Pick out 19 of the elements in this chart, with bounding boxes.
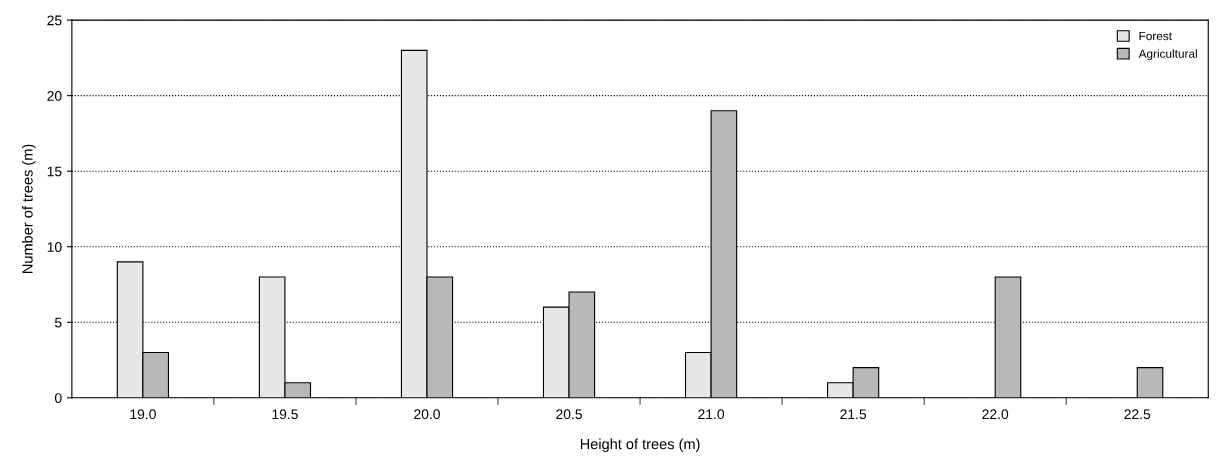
- x-tick-label: 19.5: [272, 409, 298, 420]
- y-tick-label: 25: [47, 15, 62, 26]
- legend-label: Forest: [1139, 31, 1172, 41]
- y-axis-title: Number of trees (m): [21, 144, 36, 273]
- y-tick-label: 15: [47, 166, 62, 177]
- y-tick-label: 10: [47, 242, 62, 252]
- x-tick-label: 22.0: [982, 409, 1009, 420]
- y-tick-label: 20: [47, 90, 62, 101]
- x-axis-title: Height of trees (m): [580, 438, 700, 453]
- y-tick-label: 5: [54, 317, 62, 328]
- x-tick-label: 21.5: [840, 409, 867, 420]
- x-tick-label: 22.5: [1124, 409, 1151, 420]
- x-tick-label: 19.0: [130, 409, 156, 420]
- x-tick-label: 21.0: [698, 409, 725, 420]
- x-tick-label: 20.5: [556, 409, 582, 420]
- y-tick-label: 0: [54, 393, 62, 403]
- legend-label: Agricultural: [1138, 49, 1197, 61]
- x-tick-label: 20.0: [414, 409, 440, 420]
- bar: [1136, 367, 1164, 398]
